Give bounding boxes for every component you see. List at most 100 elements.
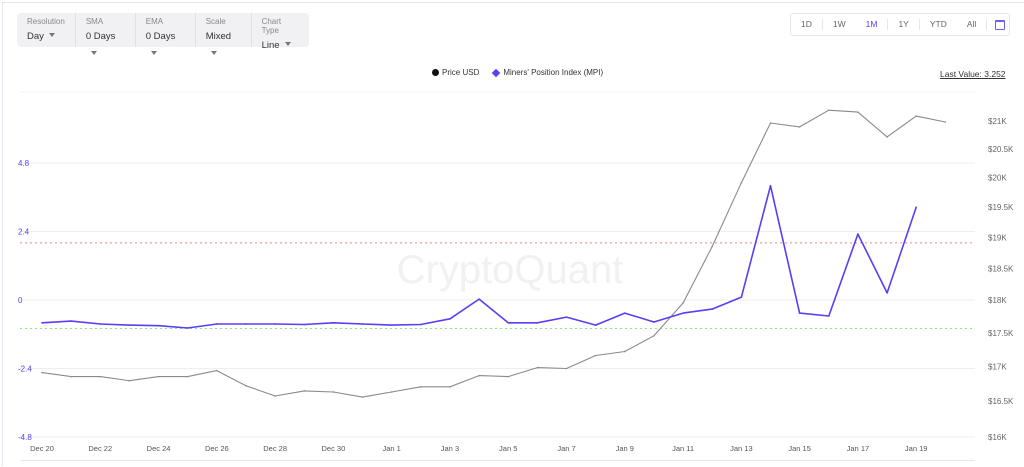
range-navigator[interactable] — [20, 460, 975, 467]
right-axis-tick: $16.5K — [988, 397, 1014, 406]
right-axis-tick: $21K — [988, 117, 1007, 126]
x-axis-tick: Dec 30 — [322, 444, 346, 453]
resolution-select[interactable]: Resolution Day — [17, 13, 76, 47]
mpi-point — [128, 324, 131, 326]
x-axis-tick: Jan 11 — [672, 444, 694, 453]
x-axis-tick: Jan 9 — [616, 444, 634, 453]
mpi-point — [99, 323, 102, 325]
price-point — [99, 375, 102, 378]
x-axis-tick: Jan 1 — [383, 444, 401, 453]
x-axis-tick: Dec 28 — [263, 444, 287, 453]
mpi-point — [245, 323, 247, 325]
price-point — [594, 354, 597, 357]
mpi-point — [711, 308, 714, 310]
chart-type-label: Chart Type — [261, 17, 282, 35]
range-1y-button[interactable]: 1Y — [888, 19, 920, 30]
price-point — [70, 375, 72, 378]
scale-select[interactable]: Scale Mixed — [196, 13, 252, 55]
range-ytd-button[interactable]: YTD — [929, 19, 947, 29]
price-usd-line — [41, 109, 946, 398]
price-point — [769, 122, 772, 124]
scale-label: Scale — [205, 17, 226, 26]
price-point — [827, 109, 830, 112]
caret-down-icon — [48, 32, 55, 37]
legend-item-price[interactable]: Price USD — [432, 68, 479, 77]
right-axis-tick: $20K — [988, 174, 1007, 183]
ema-value: 0 Days — [145, 31, 176, 42]
legend-label-price: Price USD — [442, 68, 480, 77]
range-1w-button[interactable]: 1W — [832, 19, 846, 29]
x-axis-tick: Dec 20 — [30, 444, 54, 453]
mpi-point — [332, 322, 335, 324]
mpi-point — [653, 321, 655, 323]
circle-icon — [432, 69, 439, 77]
mpi-point — [769, 185, 772, 187]
price-point — [41, 371, 43, 374]
x-axis-tick: Jan 3 — [441, 444, 459, 453]
left-axis-tick: -2.4 — [18, 365, 32, 374]
resolution-label: Resolution — [27, 17, 65, 26]
right-axis-tick: $17.5K — [988, 329, 1014, 338]
mpi-point — [303, 323, 306, 326]
scale-value: Mixed — [205, 31, 232, 42]
caret-down-icon — [210, 50, 217, 55]
x-axis-tick: Jan 15 — [788, 444, 811, 453]
chart-legend: Price USD Miners' Position Index (MPI) — [432, 68, 603, 78]
left-axis-tick: 4.8 — [18, 159, 30, 168]
x-axis-tick: Jan 17 — [847, 444, 870, 453]
right-axis-tick: $19K — [988, 233, 1007, 242]
mpi-point — [157, 324, 160, 327]
mpi-point — [41, 322, 43, 324]
mpi-point — [216, 323, 218, 325]
sma-select[interactable]: SMA 0 Days — [76, 13, 136, 55]
mpi-point — [740, 296, 743, 298]
ema-label: EMA — [145, 17, 164, 26]
calendar-icon[interactable] — [995, 19, 1006, 30]
mpi-point — [478, 298, 480, 300]
price-point — [653, 334, 655, 337]
price-point — [128, 379, 131, 382]
x-axis-tick: Dec 26 — [205, 444, 229, 453]
left-axis-tick: 2.4 — [18, 228, 30, 237]
mpi-point — [682, 312, 684, 314]
x-axis-tick: Jan 5 — [499, 444, 517, 453]
price-point — [390, 391, 393, 393]
legend-item-mpi[interactable]: Miners' Position Index (MPI) — [492, 68, 603, 78]
price-point — [303, 390, 306, 392]
price-point — [536, 366, 539, 369]
chart-controls: Resolution Day SMA 0 Days EMA 0 Days Scale M… — [17, 13, 309, 55]
price-point — [478, 374, 480, 377]
price-point — [711, 245, 714, 248]
x-axis-tick: Dec 22 — [88, 444, 112, 453]
range-1m-button[interactable]: 1M — [856, 19, 889, 30]
price-point — [420, 386, 422, 388]
mpi-point — [798, 312, 801, 314]
mpi-point — [886, 292, 888, 294]
ema-select[interactable]: EMA 0 Days — [136, 13, 196, 55]
price-point — [740, 181, 743, 184]
range-all-button[interactable]: All — [957, 19, 988, 30]
range-1d-button[interactable]: 1D — [791, 19, 823, 30]
left-axis-tick: 0 — [18, 296, 23, 305]
mpi-point — [507, 322, 510, 324]
resolution-value: Day — [27, 31, 44, 42]
x-axis-tick: Jan 19 — [905, 444, 928, 453]
caret-down-icon — [284, 41, 291, 46]
mpi-point — [827, 315, 830, 317]
chart-type-select[interactable]: Chart Type Line — [252, 13, 309, 51]
range-selector: 1D 1W 1M 1Y YTD All — [790, 13, 1010, 36]
caret-down-icon — [90, 50, 97, 55]
caret-down-icon — [150, 50, 157, 55]
mpi-point — [449, 318, 451, 320]
mpi-point — [594, 324, 597, 326]
mpi-point — [274, 323, 276, 325]
mpi-point — [70, 320, 72, 322]
sma-label: SMA — [85, 17, 104, 26]
mpi-point — [390, 324, 393, 326]
right-axis-tick: $18.5K — [988, 264, 1014, 273]
right-axis-tick: $16K — [988, 433, 1007, 442]
watermark-logo: CryptoQuant — [397, 248, 624, 292]
price-point — [245, 384, 247, 387]
